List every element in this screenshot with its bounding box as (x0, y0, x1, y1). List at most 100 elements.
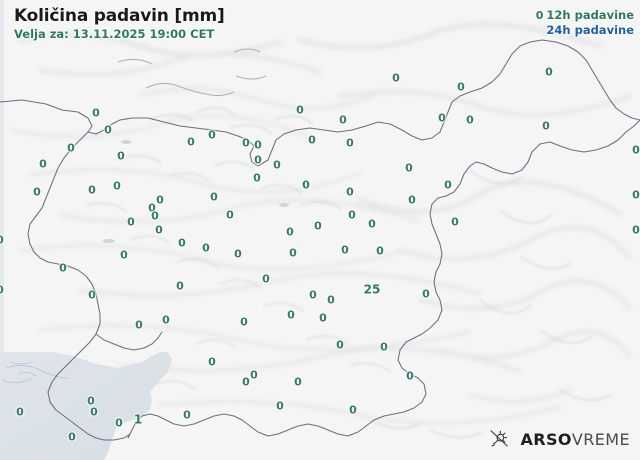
station-value[interactable]: 0 (632, 143, 640, 157)
station-value[interactable]: 0 (262, 272, 270, 286)
station-value[interactable]: 0 (0, 235, 4, 246)
station-value[interactable]: 0 (314, 219, 322, 233)
station-value[interactable]: 0 (406, 369, 414, 383)
lakes (103, 140, 289, 243)
station-value[interactable]: 0 (120, 248, 128, 262)
station-value[interactable]: 0 (542, 119, 550, 133)
station-value[interactable]: 0 (286, 225, 294, 239)
station-value[interactable]: 0 (632, 188, 640, 202)
station-value[interactable]: 0 (545, 65, 553, 79)
station-value[interactable]: 0 (155, 223, 163, 237)
adriatic-sea (0, 352, 172, 460)
station-value[interactable]: 0 (276, 399, 284, 413)
station-value[interactable]: 0 (68, 430, 76, 444)
station-value[interactable]: 0 (67, 141, 75, 155)
station-value[interactable]: 0 (336, 338, 344, 352)
station-value[interactable]: 0 (59, 261, 67, 275)
station-value[interactable]: 0 (376, 244, 384, 258)
brand-text: ARSOVREME (520, 430, 630, 449)
station-value[interactable]: 0 (287, 308, 295, 322)
terrain-hillshade (8, 21, 632, 425)
station-value[interactable]: 0 (302, 178, 310, 192)
station-value[interactable]: 0 (156, 193, 164, 207)
national-border (0, 39, 640, 167)
station-value[interactable]: 0 (117, 149, 125, 163)
station-value[interactable]: 0 (309, 288, 317, 302)
station-value[interactable]: 0 (444, 178, 452, 192)
station-value[interactable]: 0 (90, 405, 98, 419)
station-value[interactable]: 0 (250, 368, 258, 382)
station-value[interactable]: 0 (16, 405, 24, 419)
station-value[interactable]: 0 (349, 403, 357, 417)
station-value[interactable]: 0 (466, 113, 474, 127)
station-value[interactable]: 0 (348, 208, 356, 222)
legend-item-24h-label: 24h padavine (546, 23, 634, 37)
station-value[interactable]: 0 (226, 208, 234, 222)
station-value[interactable]: 0 (162, 313, 170, 327)
station-value[interactable]: 0 (183, 408, 191, 422)
legend: 0 12h padavine 24h padavine (536, 8, 634, 37)
border-istria (95, 331, 163, 351)
station-value[interactable]: 0 (294, 375, 302, 389)
station-value[interactable]: 0 (178, 236, 186, 250)
station-value[interactable]: 0 (254, 153, 262, 167)
station-value[interactable]: 0 (135, 318, 143, 332)
left-edge-strip (0, 0, 4, 352)
station-value[interactable]: 0 (113, 179, 121, 193)
station-value[interactable]: 0 (327, 293, 335, 307)
station-value[interactable]: 25 (363, 282, 381, 297)
station-value[interactable]: 0 (273, 158, 281, 172)
station-value[interactable]: 0 (242, 375, 250, 389)
station-value[interactable]: 0 (127, 215, 135, 229)
station-value[interactable]: 0 (210, 190, 218, 204)
national-border-west (27, 131, 131, 441)
station-value[interactable]: 0 (339, 113, 347, 127)
station-value[interactable]: 0 (92, 106, 100, 120)
station-value[interactable]: 0 (346, 185, 354, 199)
station-value[interactable]: 0 (380, 340, 388, 354)
station-value[interactable]: 0 (202, 241, 210, 255)
station-value[interactable]: 0 (254, 138, 262, 152)
station-value[interactable]: 0 (151, 209, 159, 223)
station-value[interactable]: 0 (392, 71, 400, 85)
station-value[interactable]: 0 (296, 103, 304, 117)
station-value[interactable]: 0 (253, 171, 261, 185)
station-value[interactable]: 0 (457, 80, 465, 94)
station-value[interactable]: 0 (308, 133, 316, 147)
station-value[interactable]: 0 (87, 394, 95, 408)
station-value[interactable]: 0 (289, 246, 297, 260)
station-value[interactable]: 0 (0, 285, 4, 296)
station-value[interactable]: 0 (632, 223, 640, 237)
station-value[interactable]: 0 (208, 355, 216, 369)
station-value[interactable]: 0 (104, 123, 112, 137)
station-value[interactable]: 0 (88, 183, 96, 197)
station-value[interactable]: 0 (451, 215, 459, 229)
station-value[interactable]: 0 (242, 136, 250, 150)
station-value[interactable]: 0 (319, 311, 327, 325)
national-border-south (127, 119, 640, 439)
title-block: Količina padavin [mm] Velja za: 13.11.20… (14, 6, 225, 42)
station-value[interactable]: 0 (33, 185, 41, 199)
station-value[interactable]: 0 (240, 315, 248, 329)
station-value[interactable]: 0 (39, 157, 47, 171)
station-value[interactable]: 0 (176, 279, 184, 293)
station-value[interactable]: 0 (438, 111, 446, 125)
station-value[interactable]: 0 (346, 136, 354, 150)
coastline-detail (1, 361, 69, 383)
sun-slash-icon (490, 430, 509, 447)
station-value[interactable]: 0 (422, 287, 430, 301)
station-value[interactable]: 0 (408, 193, 416, 207)
station-value[interactable]: 0 (341, 243, 349, 257)
station-value[interactable]: 0 (208, 128, 216, 142)
station-value[interactable]: 0 (405, 161, 413, 175)
station-value[interactable]: 1 (133, 412, 143, 427)
station-value[interactable]: 0 (88, 288, 96, 302)
station-value[interactable]: 0 (234, 247, 242, 261)
station-value[interactable]: 0 (148, 201, 156, 215)
brand-block: ARSOVREME (488, 428, 630, 450)
station-value[interactable]: 0 (368, 217, 376, 231)
station-value[interactable]: 0 (115, 416, 123, 430)
station-value[interactable]: 0 (187, 135, 195, 149)
